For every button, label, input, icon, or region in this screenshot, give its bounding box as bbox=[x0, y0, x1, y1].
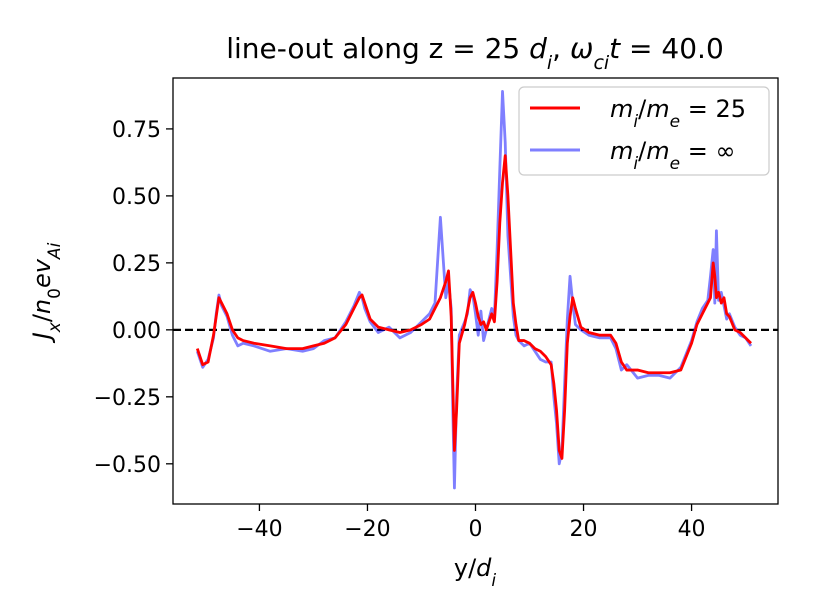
xlabel-part: y/ bbox=[454, 554, 477, 582]
legend-part: m bbox=[646, 95, 669, 123]
x-tick-label: −20 bbox=[344, 517, 390, 542]
title-part: t bbox=[609, 32, 621, 65]
xlabel-part: d bbox=[476, 554, 492, 582]
legend-part: / bbox=[638, 95, 647, 123]
legend-part: = 25 bbox=[680, 95, 746, 123]
x-ticks: −40 −20 0 20 40 bbox=[236, 504, 706, 542]
x-tick-label: 0 bbox=[469, 517, 483, 542]
title-part: line-out along z = 25 bbox=[226, 32, 529, 65]
ylabel-part: Ai bbox=[45, 242, 65, 260]
title-part: ω bbox=[570, 32, 593, 65]
legend: mi/me = 25 mi/me = ∞ bbox=[518, 86, 770, 176]
legend-part: = ∞ bbox=[680, 137, 735, 165]
legend-part: e bbox=[670, 154, 680, 174]
chart-title: line-out along z = 25 di, ωcit = 40.0 bbox=[226, 32, 724, 74]
ylabel-part: x bbox=[45, 321, 65, 333]
legend-part: m bbox=[610, 95, 633, 123]
x-tick-label: −40 bbox=[236, 517, 282, 542]
xlabel-part: i bbox=[491, 571, 496, 591]
y-tick-label: 0.75 bbox=[112, 118, 161, 143]
y-tick-label: −0.25 bbox=[94, 386, 161, 411]
series-line-red bbox=[195, 154, 752, 460]
title-part: , bbox=[552, 32, 570, 65]
y-tick-label: −0.50 bbox=[94, 453, 161, 478]
ylabel-part: n bbox=[28, 299, 56, 314]
y-tick-label: 0.50 bbox=[112, 185, 161, 210]
legend-part: e bbox=[670, 112, 680, 132]
legend-part: i bbox=[633, 154, 638, 174]
title-part: d bbox=[529, 32, 547, 65]
ylabel-part: 0 bbox=[45, 288, 65, 299]
title-part: ci bbox=[593, 52, 609, 74]
legend-part: m bbox=[610, 137, 633, 165]
legend-part: i bbox=[633, 112, 638, 132]
legend-part: / bbox=[638, 137, 647, 165]
legend-part: m bbox=[646, 137, 669, 165]
series-layer bbox=[195, 90, 753, 490]
x-axis-label: y/di bbox=[454, 554, 497, 591]
title-part: = 40.0 bbox=[620, 32, 724, 65]
title-part: i bbox=[547, 52, 553, 74]
legend-box bbox=[518, 86, 770, 176]
ylabel-part: J bbox=[28, 332, 56, 343]
y-ticks: −0.50 −0.25 0.00 0.25 0.50 0.75 bbox=[94, 118, 173, 478]
x-tick-label: 40 bbox=[678, 517, 706, 542]
ylabel-part: ev bbox=[28, 258, 56, 288]
y-axis-label: Jx/n0evAi bbox=[28, 242, 65, 343]
ylabel-part: / bbox=[28, 313, 56, 322]
legend-label-red-series: mi/me = 25 bbox=[610, 95, 746, 132]
y-tick-label: 0.25 bbox=[112, 252, 161, 277]
y-tick-label: 0.00 bbox=[112, 319, 161, 344]
legend-label-blue-series: mi/me = ∞ bbox=[610, 137, 735, 174]
x-tick-label: 20 bbox=[570, 517, 598, 542]
